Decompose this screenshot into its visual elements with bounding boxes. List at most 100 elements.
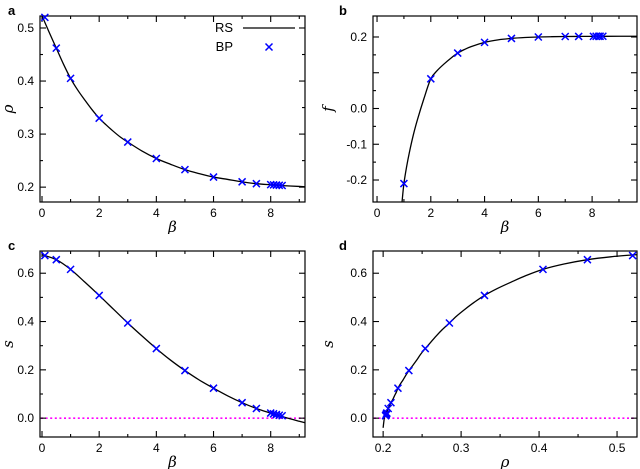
y-axis-label: s [0,340,17,348]
y-tick-label: 0.2 [17,180,34,194]
bp-point [266,409,275,418]
y-tick-label: 0.4 [17,74,34,88]
bp-point [386,398,395,407]
bp-point [238,398,247,407]
bp-point [209,384,218,393]
y-tick-label: 0.6 [350,266,367,280]
panel-label-d: d [339,238,347,253]
y-tick-label: 0.6 [17,266,34,280]
bp-point [384,404,393,413]
bp-point [252,404,261,413]
bp-point [152,154,161,163]
y-tick-label: 0.4 [350,315,367,329]
x-axis-label: ρ [500,453,510,469]
y-tick-label: 0.4 [17,315,34,329]
bp-point [426,74,435,83]
x-tick-label: 8 [589,206,596,220]
bp-point [180,366,189,375]
y-tick-label: 0.5 [17,21,34,35]
bp-point [275,411,284,420]
plot-frame [39,250,306,438]
x-tick-label: 0 [39,441,46,455]
bp-point [382,409,391,418]
bp-point [538,265,548,274]
bp-point [278,181,287,190]
rs-curve [41,16,305,188]
bp-point [596,32,605,41]
bp-point [445,318,454,328]
x-tick-label: 0 [374,206,381,220]
bp-point [180,165,189,174]
plot-frame [39,15,306,203]
bp-point [534,32,543,42]
x-tick-label: 2 [427,206,434,220]
rs-curve [41,254,305,424]
y-tick-label: -0.2 [346,173,367,187]
y-tick-label: 0.0 [350,101,367,115]
bp-point [40,251,49,260]
y-tick-label: 0.2 [350,30,367,44]
y-tick-label: 0.3 [17,127,34,141]
x-tick-label: 0.2 [375,441,392,455]
x-axis-label: β [167,453,177,469]
x-tick-label: 8 [267,206,274,220]
bp-point [480,291,489,300]
y-tick-label: 0.2 [350,363,367,377]
panel-a-chart: 0 2 4 6 8 0.2 0.3 0.4 0.5 β ρ RS BP [0,13,306,234]
plot-frame [372,250,638,438]
panel-b-chart: 0 2 4 6 8 0.2 0.0 -0.1 -0.2 β f [320,15,638,234]
bp-point [574,32,583,41]
bp-point [480,38,489,47]
bp-point [404,366,413,375]
y-tick-label: 0.2 [17,363,34,377]
y-tick-label: 0.0 [350,411,367,425]
bp-point [628,251,637,260]
x-tick-label: 8 [267,441,274,455]
bp-point [399,179,408,188]
panel-d-chart: 0.2 0.3 0.4 0.5 0.0 0.2 0.4 0.6 ρ s [320,250,638,469]
legend-label-bp: BP [216,39,233,54]
y-tick-label: -0.1 [346,137,367,151]
panel-label-a: a [8,3,16,18]
x-tick-label: 4 [153,441,160,455]
x-tick-label: 6 [535,206,542,220]
x-tick-label: 0 [39,206,46,220]
bp-point [209,173,218,182]
y-axis-label: f [320,104,337,113]
bp-point [598,32,607,41]
panel-label-b: b [339,3,347,18]
x-tick-label: 6 [210,441,217,455]
x-tick-label: 6 [210,206,217,220]
bp-point [507,34,516,43]
x-tick-label: 4 [481,206,488,220]
y-tick-label: 0.0 [17,411,34,425]
plot-frame [372,15,638,203]
bp-point [252,179,261,188]
bp-point [95,291,104,300]
panel-c-chart: 0 2 4 6 8 0.0 0.2 0.4 0.6 β s [0,250,306,469]
bp-point [66,74,75,83]
rs-curve [382,253,637,428]
panel-label-c: c [8,238,16,253]
y-axis-label: s [320,340,337,348]
bp-point [393,384,402,393]
bp-point [123,138,132,147]
x-tick-label: 4 [153,206,160,220]
bp-point [453,49,462,58]
bp-point [269,409,278,418]
bp-point [66,265,75,274]
bp-point [561,32,570,41]
rs-curve [401,35,637,202]
y-axis-label: ρ [0,104,17,114]
x-tick-label: 2 [96,441,103,455]
bp-point [238,177,247,186]
x-tick-label: 2 [96,206,103,220]
bp-point [275,181,284,190]
bp-point [40,13,49,22]
bp-point [421,344,430,353]
bp-point [52,255,61,264]
bp-point [95,114,104,123]
legend-label-rs: RS [215,20,233,35]
x-tick-label: 0.3 [453,441,470,455]
